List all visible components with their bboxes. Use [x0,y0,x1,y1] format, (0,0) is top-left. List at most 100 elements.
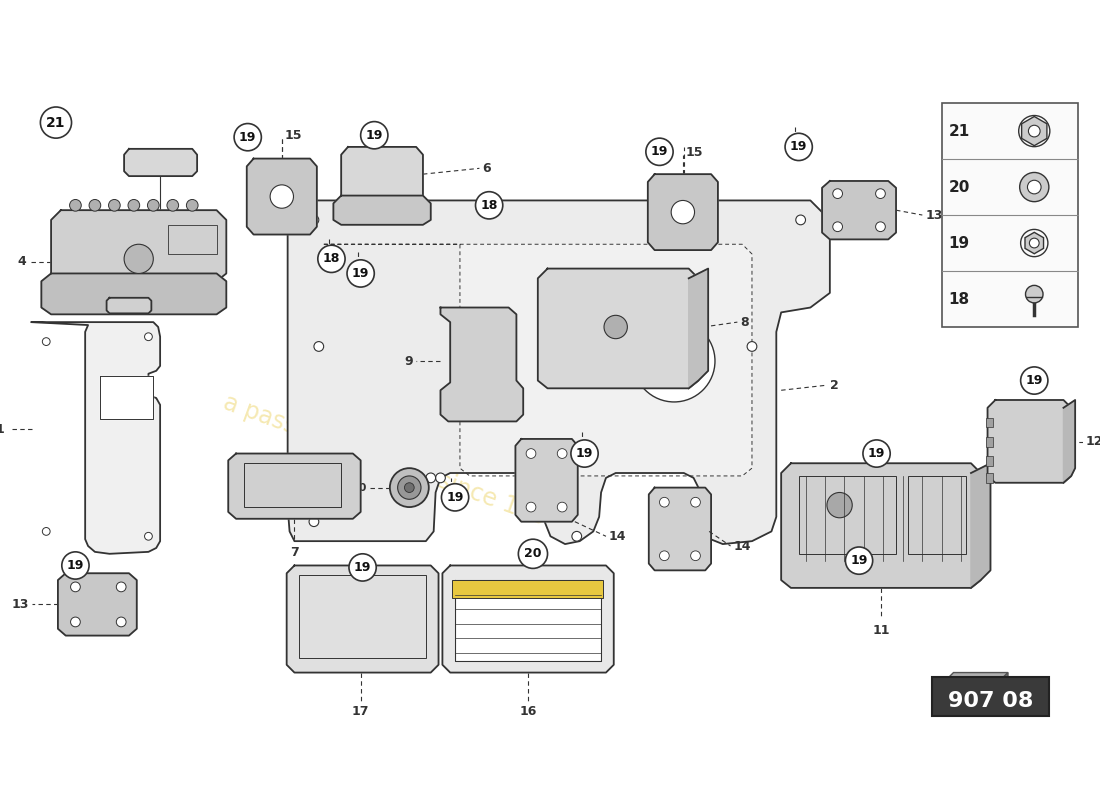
Text: 3: 3 [182,148,189,161]
Polygon shape [100,376,153,419]
Text: 20: 20 [948,179,970,194]
Text: 16: 16 [519,705,537,718]
Circle shape [309,517,319,526]
Text: 5: 5 [186,299,195,312]
Polygon shape [944,682,999,702]
Circle shape [41,107,72,138]
Circle shape [186,199,198,211]
Bar [452,580,603,598]
Circle shape [691,551,701,561]
Circle shape [698,531,708,541]
Polygon shape [323,244,752,476]
Text: 19: 19 [239,130,256,144]
Circle shape [109,199,120,211]
Text: 12: 12 [1086,435,1100,448]
Polygon shape [42,274,227,314]
Text: 14: 14 [734,539,751,553]
Text: 2: 2 [829,379,838,392]
Circle shape [671,201,694,224]
Polygon shape [944,673,1008,682]
Circle shape [234,123,262,151]
Bar [986,457,993,466]
Circle shape [318,246,345,273]
Text: 4: 4 [16,255,25,268]
Polygon shape [971,463,990,588]
Text: a passion for parts since 1985: a passion for parts since 1985 [220,391,563,536]
Text: 18: 18 [949,291,970,306]
Polygon shape [124,149,197,176]
Circle shape [571,440,598,467]
Text: 18: 18 [322,252,340,266]
Polygon shape [781,463,981,588]
Circle shape [785,134,812,161]
Text: 19: 19 [790,141,807,154]
Circle shape [795,215,805,225]
Circle shape [475,192,503,219]
Circle shape [646,138,673,166]
Circle shape [361,122,388,149]
Circle shape [271,185,294,208]
Text: 11: 11 [872,624,890,637]
Circle shape [405,482,415,493]
Text: 19: 19 [576,447,593,460]
Polygon shape [999,673,1008,702]
Text: 19: 19 [352,267,370,280]
Polygon shape [1064,400,1075,482]
Circle shape [389,468,429,507]
Circle shape [558,449,566,458]
Text: eurospar: eurospar [301,327,618,492]
Circle shape [128,199,140,211]
Circle shape [42,527,51,535]
Text: 19: 19 [1025,374,1043,387]
Circle shape [69,199,81,211]
Text: 19: 19 [651,146,668,158]
Circle shape [1021,367,1048,394]
Text: 907 08: 907 08 [948,690,1033,710]
Circle shape [833,222,843,231]
Circle shape [572,531,582,541]
Circle shape [42,338,51,346]
Circle shape [634,320,715,402]
Polygon shape [440,307,524,422]
Polygon shape [246,158,317,234]
Bar [244,463,341,507]
Text: 21: 21 [46,115,66,130]
Circle shape [117,582,126,592]
Polygon shape [287,201,829,544]
Circle shape [862,440,890,467]
Circle shape [691,498,701,507]
Circle shape [426,473,436,482]
Circle shape [144,333,152,341]
Bar [299,575,426,658]
Polygon shape [516,439,578,522]
Text: 1: 1 [0,422,4,436]
Circle shape [558,502,566,512]
Polygon shape [455,580,601,661]
Polygon shape [442,566,614,673]
Bar [942,103,1078,327]
Circle shape [117,617,126,627]
Circle shape [747,342,757,351]
Circle shape [689,337,698,346]
Polygon shape [1022,117,1047,146]
Polygon shape [51,210,227,282]
Text: 21: 21 [948,123,970,138]
Text: 17: 17 [352,705,370,718]
Circle shape [144,532,152,540]
Bar [799,476,896,554]
Text: 9: 9 [405,354,414,367]
Polygon shape [822,181,896,239]
Bar [986,473,993,482]
Text: 20: 20 [525,547,541,560]
Circle shape [660,551,669,561]
Circle shape [124,244,153,274]
Bar [986,418,993,427]
Polygon shape [229,454,361,518]
Circle shape [436,473,446,482]
Polygon shape [341,147,424,202]
Text: 6: 6 [482,162,491,175]
Text: 18: 18 [481,199,498,212]
Polygon shape [287,566,439,673]
Circle shape [441,484,469,511]
Polygon shape [988,400,1071,482]
